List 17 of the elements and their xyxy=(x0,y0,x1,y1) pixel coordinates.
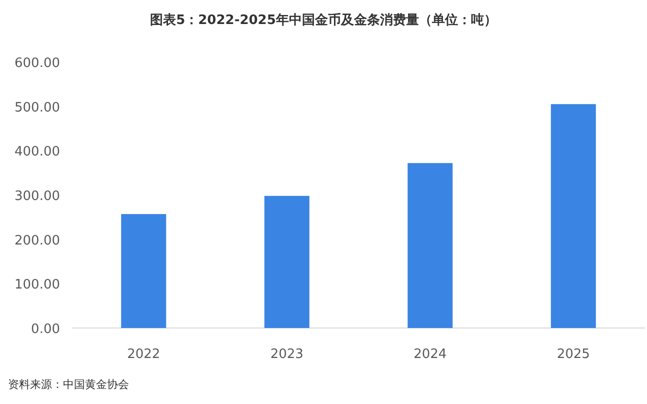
y-tick-label: 100.00 xyxy=(14,278,60,293)
y-tick-label: 600.00 xyxy=(14,56,60,71)
x-tick-label: 2025 xyxy=(556,347,590,362)
x-tick-label: 2024 xyxy=(414,347,447,362)
bar xyxy=(550,104,596,328)
y-tick-label: 300.00 xyxy=(14,189,60,204)
y-tick-label: 0.00 xyxy=(31,322,60,337)
y-tick-label: 500.00 xyxy=(14,100,60,116)
x-tick-label: 2022 xyxy=(127,347,160,362)
text: 资料来源：中国黄金协会 xyxy=(8,378,129,391)
y-tick-label: 400.00 xyxy=(14,144,60,160)
x-tick-label: 2023 xyxy=(270,347,304,362)
bar xyxy=(121,214,166,328)
y-tick-label: 200.00 xyxy=(14,233,60,248)
bar xyxy=(264,196,310,328)
bar xyxy=(408,163,453,328)
chart-title: 图表5：2022-2025年中国金币及金条消费量（单位：吨） xyxy=(150,12,497,28)
